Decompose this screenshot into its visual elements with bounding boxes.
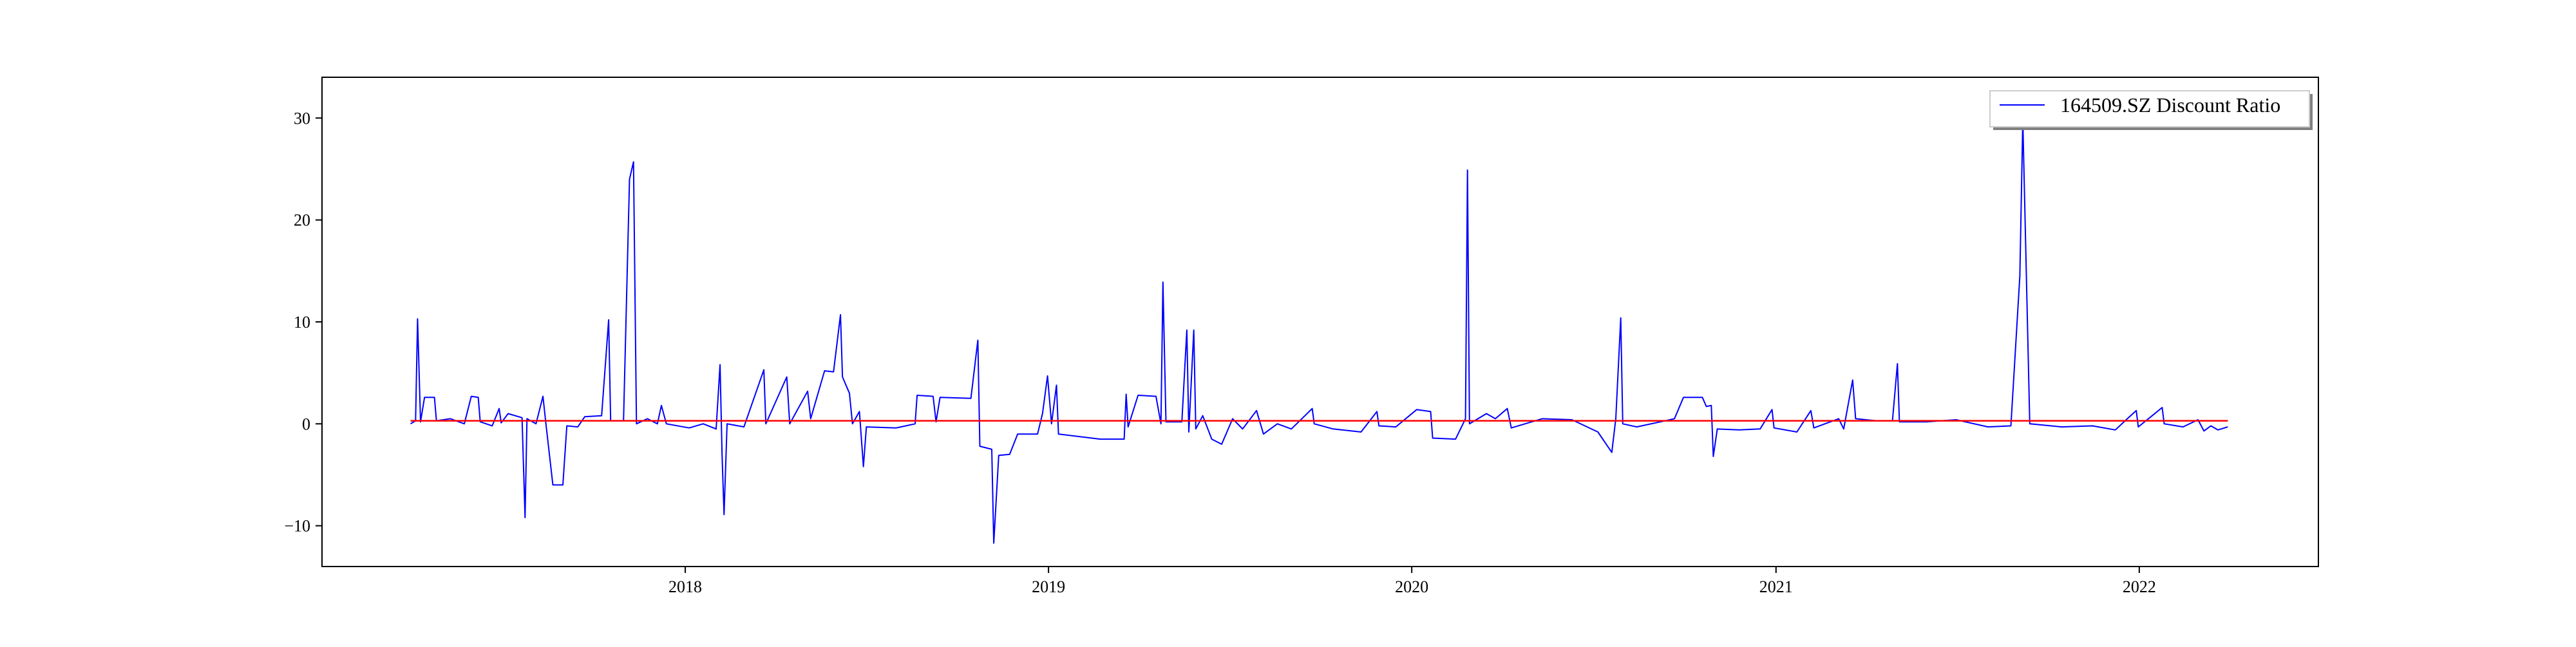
x-tick-label: 2018 xyxy=(668,577,702,596)
y-tick-label: 30 xyxy=(294,109,310,127)
legend-label: 164509.SZ Discount Ratio xyxy=(2060,93,2280,117)
y-tick-label: −10 xyxy=(284,517,310,536)
x-tick-label: 2021 xyxy=(1759,577,1793,596)
y-tick-label: 0 xyxy=(302,415,310,433)
x-tick-label: 2019 xyxy=(1032,577,1065,596)
x-axis: 2018 2019 2020 2021 2022 xyxy=(668,567,2156,596)
y-tick-label: 10 xyxy=(294,313,310,332)
x-tick-label: 2022 xyxy=(2123,577,2156,596)
chart-legend: 164509.SZ Discount Ratio xyxy=(1989,90,2313,130)
y-axis: −10 0 10 20 30 xyxy=(284,109,322,536)
series-layer xyxy=(410,119,2228,544)
x-tick-label: 2020 xyxy=(1395,577,1428,596)
legend-box xyxy=(1989,90,2310,127)
y-tick-label: 20 xyxy=(294,211,310,230)
